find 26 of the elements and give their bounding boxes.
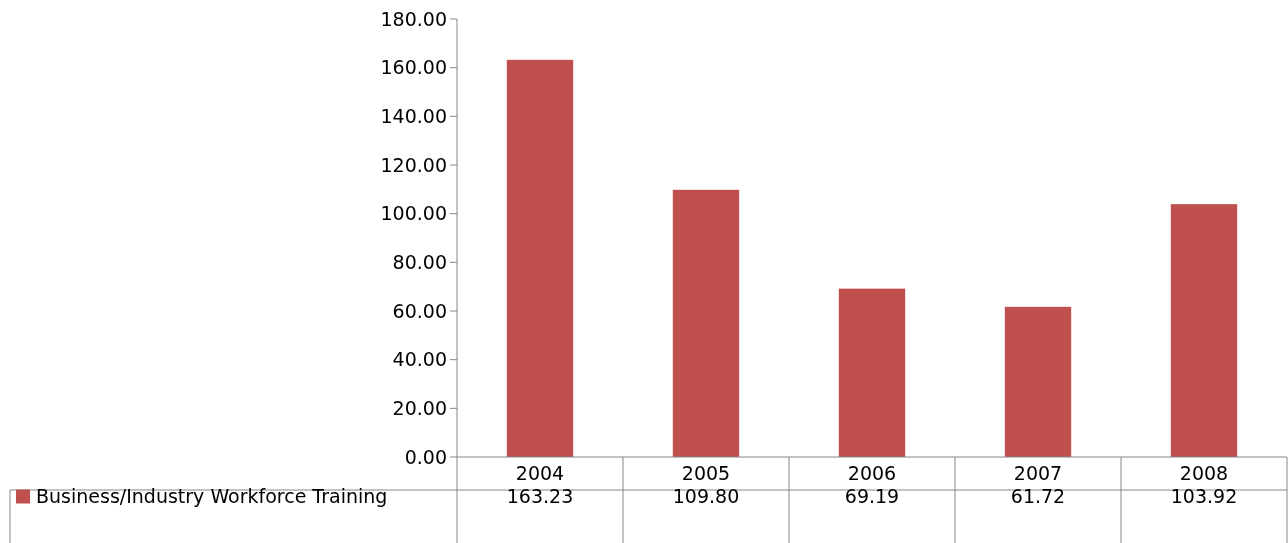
data-label: 69.19 — [844, 485, 900, 508]
bar — [838, 288, 906, 457]
y-tick-label: 40.00 — [392, 348, 447, 371]
y-tick-label: 160.00 — [380, 56, 447, 79]
x-tick-label: 2007 — [1013, 462, 1063, 485]
data-label: 103.92 — [1170, 485, 1238, 508]
x-tick-label: 2005 — [681, 462, 731, 485]
data-label: 109.80 — [672, 485, 740, 508]
y-tick-label: 180.00 — [380, 7, 447, 30]
x-tick-label: 2004 — [515, 462, 565, 485]
x-tick-label: 2008 — [1179, 462, 1229, 485]
y-tick-label: 20.00 — [392, 396, 447, 419]
data-label: 163.23 — [506, 485, 574, 508]
bar — [1170, 204, 1238, 457]
x-tick-label: 2006 — [847, 462, 897, 485]
bar — [1004, 306, 1072, 457]
bar — [672, 189, 740, 457]
y-tick-label: 100.00 — [380, 202, 447, 225]
y-tick-label: 60.00 — [392, 299, 447, 322]
data-label: 61.72 — [1010, 485, 1066, 508]
y-tick-label: 140.00 — [380, 104, 447, 127]
legend-label: Business/Industry Workforce Training — [36, 485, 388, 508]
bar — [506, 59, 574, 457]
y-tick-label: 80.00 — [392, 250, 447, 273]
y-tick-label: 0.00 — [404, 445, 447, 468]
y-tick-label: 120.00 — [380, 153, 447, 176]
